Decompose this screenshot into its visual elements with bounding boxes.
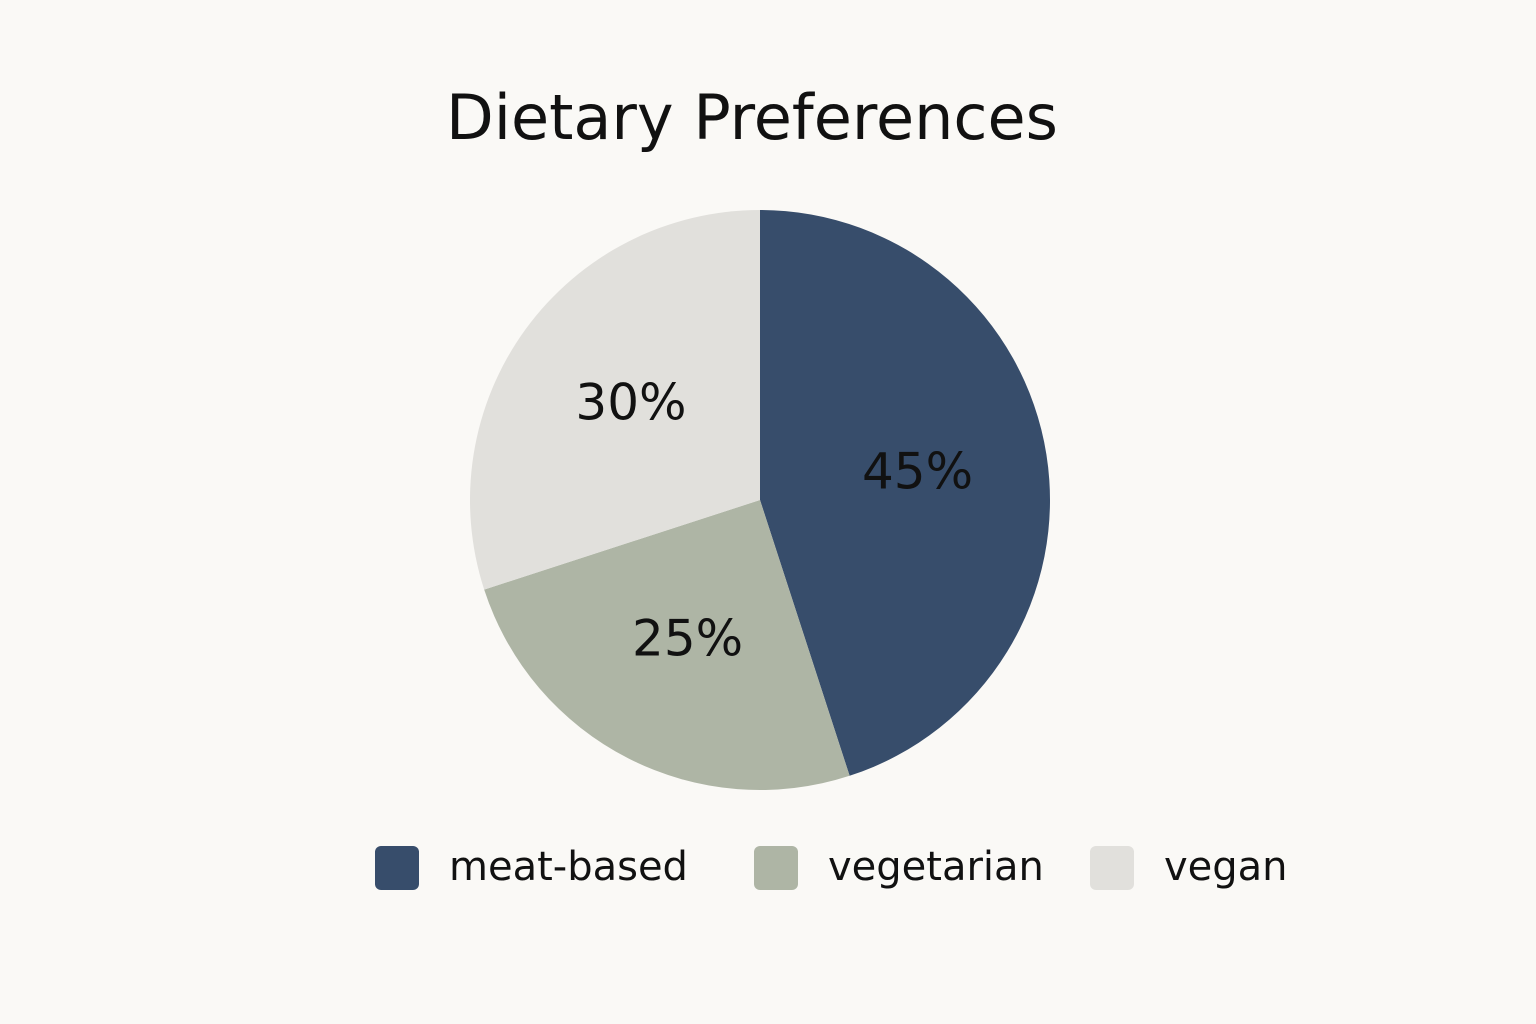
chart-title: Dietary Preferences	[446, 81, 1058, 154]
legend-label: vegetarian	[828, 844, 1044, 890]
legend-swatch	[1090, 846, 1134, 890]
pie-slice	[760, 210, 1050, 776]
value-label: 25%	[632, 610, 743, 668]
legend-label: vegan	[1164, 844, 1288, 890]
legend-label: meat-based	[449, 844, 688, 890]
legend-swatch	[754, 846, 798, 890]
legend-swatch	[375, 846, 419, 890]
pie-slice	[469, 210, 760, 590]
value-label: 30%	[575, 374, 686, 432]
pie-slice	[484, 500, 850, 790]
value-label: 45%	[862, 443, 973, 501]
